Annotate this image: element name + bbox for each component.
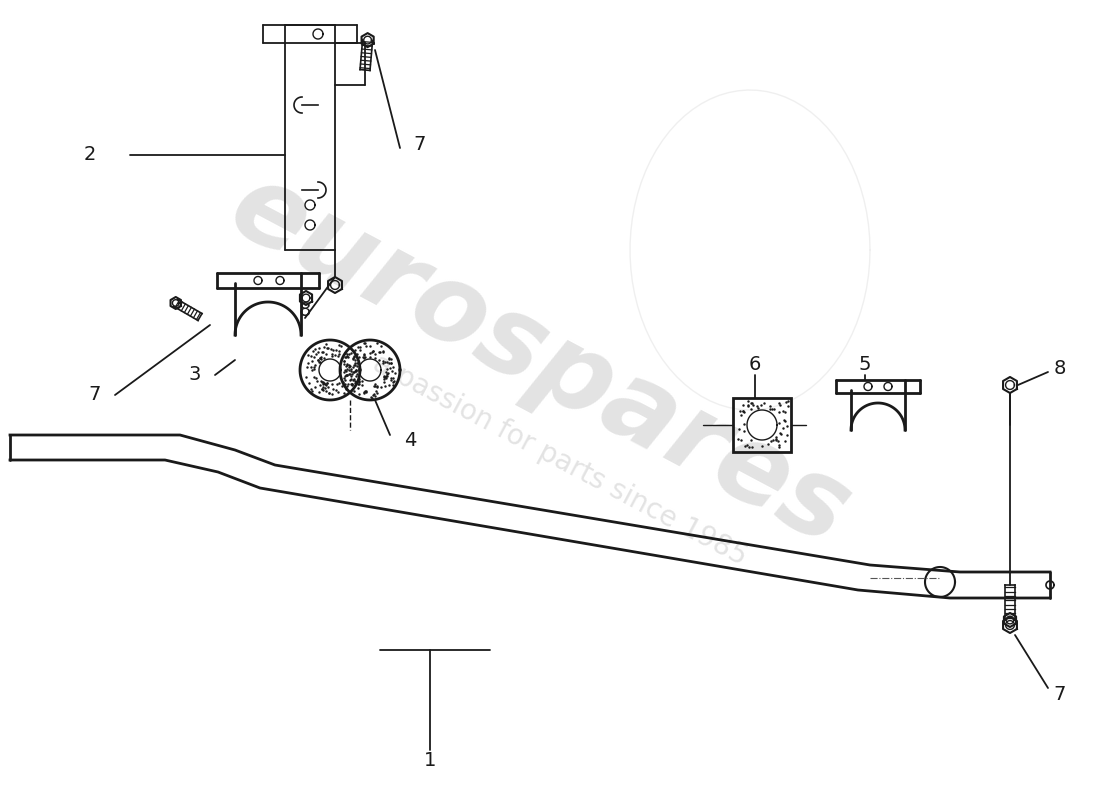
- Text: 4: 4: [404, 430, 416, 450]
- Text: 6: 6: [749, 355, 761, 374]
- Text: eurospares: eurospares: [212, 152, 868, 568]
- Text: 7: 7: [1054, 686, 1066, 705]
- Text: 7: 7: [414, 135, 426, 154]
- Text: 3: 3: [189, 366, 201, 385]
- Text: 7: 7: [89, 386, 101, 405]
- Bar: [733, 398, 791, 452]
- Text: 8: 8: [1054, 358, 1066, 378]
- Text: 2: 2: [84, 146, 96, 165]
- Text: 8: 8: [299, 301, 311, 319]
- Text: a passion for parts since 1985: a passion for parts since 1985: [368, 349, 751, 571]
- Text: 1: 1: [424, 750, 437, 770]
- Text: 5: 5: [859, 355, 871, 374]
